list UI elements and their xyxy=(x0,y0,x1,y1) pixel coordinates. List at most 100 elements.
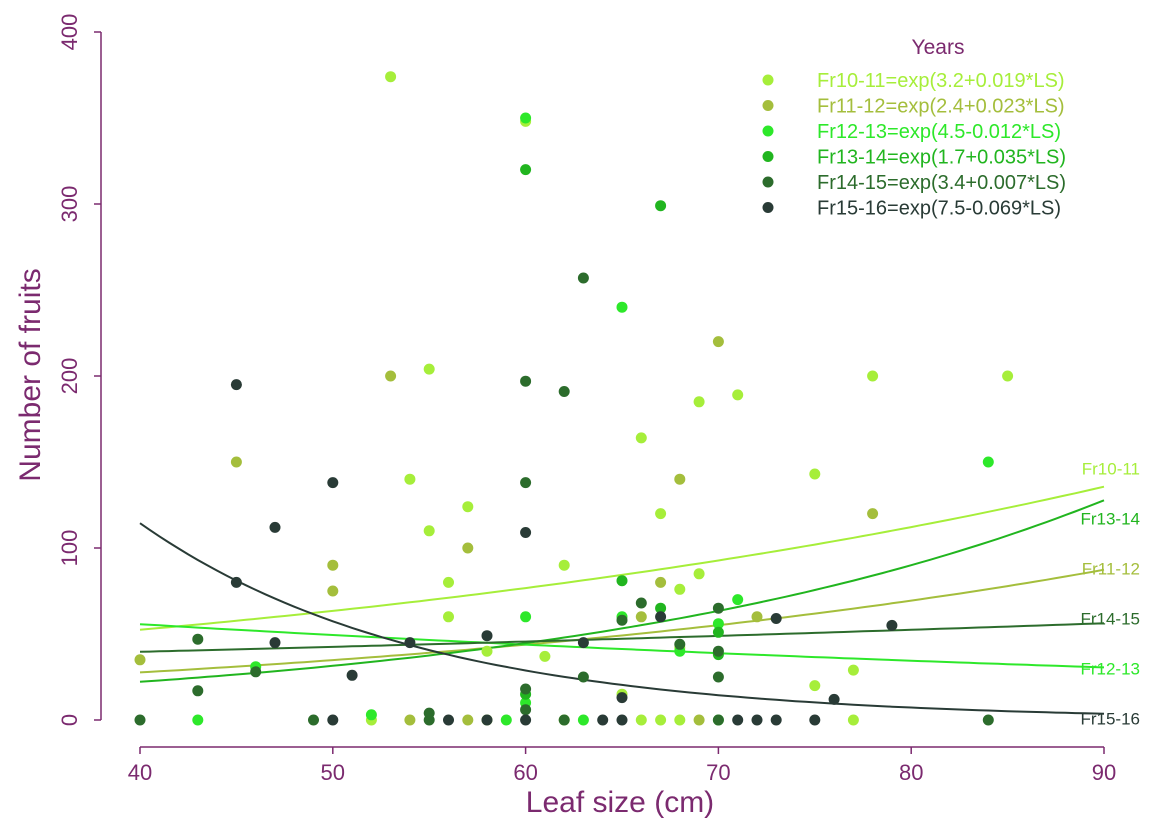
data-point-fr15-16 xyxy=(828,693,840,705)
data-point-fr15-16 xyxy=(597,714,609,726)
data-point-fr13-14 xyxy=(616,575,628,587)
data-point-fr10-11 xyxy=(674,714,686,726)
data-point-fr14-15 xyxy=(982,714,994,726)
data-point-fr15-16 xyxy=(481,714,493,726)
x-tick-label: 50 xyxy=(321,760,345,785)
data-point-fr10-11 xyxy=(693,396,705,408)
legend: Years Fr10-11=exp(3.2+0.019*LS) Fr11-12=ex… xyxy=(762,36,1066,220)
data-point-fr15-16 xyxy=(269,637,281,649)
data-point-fr11-12 xyxy=(327,559,339,571)
data-point-fr15-16 xyxy=(655,611,667,623)
data-point-fr11-12 xyxy=(462,542,474,554)
data-point-fr11-12 xyxy=(134,654,146,666)
y-tick-label: 0 xyxy=(57,714,82,726)
data-point-fr10-11 xyxy=(481,645,493,657)
data-point-fr14-15 xyxy=(558,714,570,726)
legend-marker xyxy=(762,202,774,213)
data-point-fr11-12 xyxy=(635,611,647,623)
data-point-fr15-16 xyxy=(520,714,532,726)
data-point-fr15-16 xyxy=(230,576,242,588)
data-point-fr14-15 xyxy=(134,714,146,726)
data-point-fr11-12 xyxy=(712,336,724,348)
x-tick-label: 40 xyxy=(128,760,152,785)
legend-marker xyxy=(762,100,774,111)
data-point-fr12-13 xyxy=(520,112,532,124)
data-point-fr12-13 xyxy=(732,594,744,606)
data-point-fr15-16 xyxy=(443,714,454,726)
curve-label-fr11-12: Fr11-12 xyxy=(1082,560,1140,579)
legend-entry-fr10-11: Fr10-11=exp(3.2+0.019*LS) xyxy=(817,70,1065,92)
legend-marker xyxy=(762,151,774,162)
data-point-fr14-15 xyxy=(520,683,532,695)
fit-curve-fr12-13 xyxy=(139,623,1105,669)
data-point-fr10-11 xyxy=(809,680,821,692)
data-point-fr15-16 xyxy=(230,379,242,391)
data-point-fr10-11 xyxy=(443,611,454,623)
data-point-fr12-13 xyxy=(577,714,589,726)
data-point-fr10-11 xyxy=(423,363,435,375)
x-axis-title: Leaf size (cm) xyxy=(526,786,714,819)
data-point-fr11-12 xyxy=(230,456,242,468)
data-point-fr14-15 xyxy=(520,477,532,489)
data-point-fr15-16 xyxy=(770,613,782,624)
data-point-fr15-16 xyxy=(732,714,744,726)
data-point-fr10-11 xyxy=(655,714,667,726)
data-point-fr13-14 xyxy=(655,200,667,212)
data-point-fr15-16 xyxy=(809,714,821,726)
x-tick-label: 80 xyxy=(899,760,923,785)
data-point-fr15-16 xyxy=(770,714,782,726)
legend-title: Years xyxy=(912,36,965,59)
data-point-fr10-11 xyxy=(732,389,744,401)
y-tick-label: 300 xyxy=(57,186,82,223)
data-point-fr14-15 xyxy=(712,714,724,726)
curve-label-fr13-14: Fr13-14 xyxy=(1080,510,1140,529)
data-point-fr12-13 xyxy=(520,611,532,623)
data-point-fr13-14 xyxy=(712,626,724,638)
data-point-fr14-15 xyxy=(250,666,262,678)
data-point-fr11-12 xyxy=(655,576,667,588)
data-point-fr10-11 xyxy=(674,583,686,595)
data-point-fr15-16 xyxy=(616,714,628,726)
data-point-fr12-13 xyxy=(982,456,994,468)
data-point-fr15-16 xyxy=(751,714,763,726)
data-point-fr11-12 xyxy=(867,508,879,520)
fit-curve-fr11-12 xyxy=(139,568,1105,674)
data-point-fr14-15 xyxy=(577,671,589,683)
fit-curve-fr15-16 xyxy=(139,522,1105,715)
fit-curve-fr10-11 xyxy=(139,485,1105,631)
data-point-fr14-15 xyxy=(192,685,204,697)
x-tick-label: 90 xyxy=(1092,760,1116,785)
data-point-fr13-14 xyxy=(520,164,532,176)
data-point-fr10-11 xyxy=(539,650,551,662)
data-point-fr14-15 xyxy=(674,638,686,650)
data-point-fr15-16 xyxy=(886,619,898,631)
legend-entry-fr13-14: Fr13-14=exp(1.7+0.035*LS) xyxy=(817,147,1066,169)
data-point-fr14-15 xyxy=(712,602,724,614)
data-points xyxy=(134,71,1014,726)
data-point-fr15-16 xyxy=(577,637,589,649)
data-point-fr15-16 xyxy=(269,521,281,533)
y-tick-label: 200 xyxy=(57,358,82,395)
fit-curve-fr13-14 xyxy=(139,499,1105,683)
legend-marker xyxy=(762,125,774,137)
data-point-fr14-15 xyxy=(712,671,724,683)
data-point-fr14-15 xyxy=(423,714,435,726)
data-point-fr14-15 xyxy=(616,614,628,626)
data-point-fr14-15 xyxy=(192,633,204,645)
data-point-fr10-11 xyxy=(385,71,397,83)
data-point-fr10-11 xyxy=(867,370,879,382)
x-tick-label: 60 xyxy=(513,760,537,785)
data-point-fr15-16 xyxy=(481,630,493,642)
data-point-fr12-13 xyxy=(616,301,628,313)
data-point-fr14-15 xyxy=(635,597,647,609)
data-point-fr15-16 xyxy=(327,714,339,726)
data-point-fr10-11 xyxy=(847,664,859,676)
data-point-fr14-15 xyxy=(520,375,532,387)
data-point-fr11-12 xyxy=(404,714,416,726)
data-point-fr10-11 xyxy=(847,714,859,726)
data-point-fr10-11 xyxy=(1002,370,1014,382)
y-tick-label: 100 xyxy=(57,530,82,567)
data-point-fr10-11 xyxy=(423,525,435,537)
data-point-fr10-11 xyxy=(693,568,705,580)
